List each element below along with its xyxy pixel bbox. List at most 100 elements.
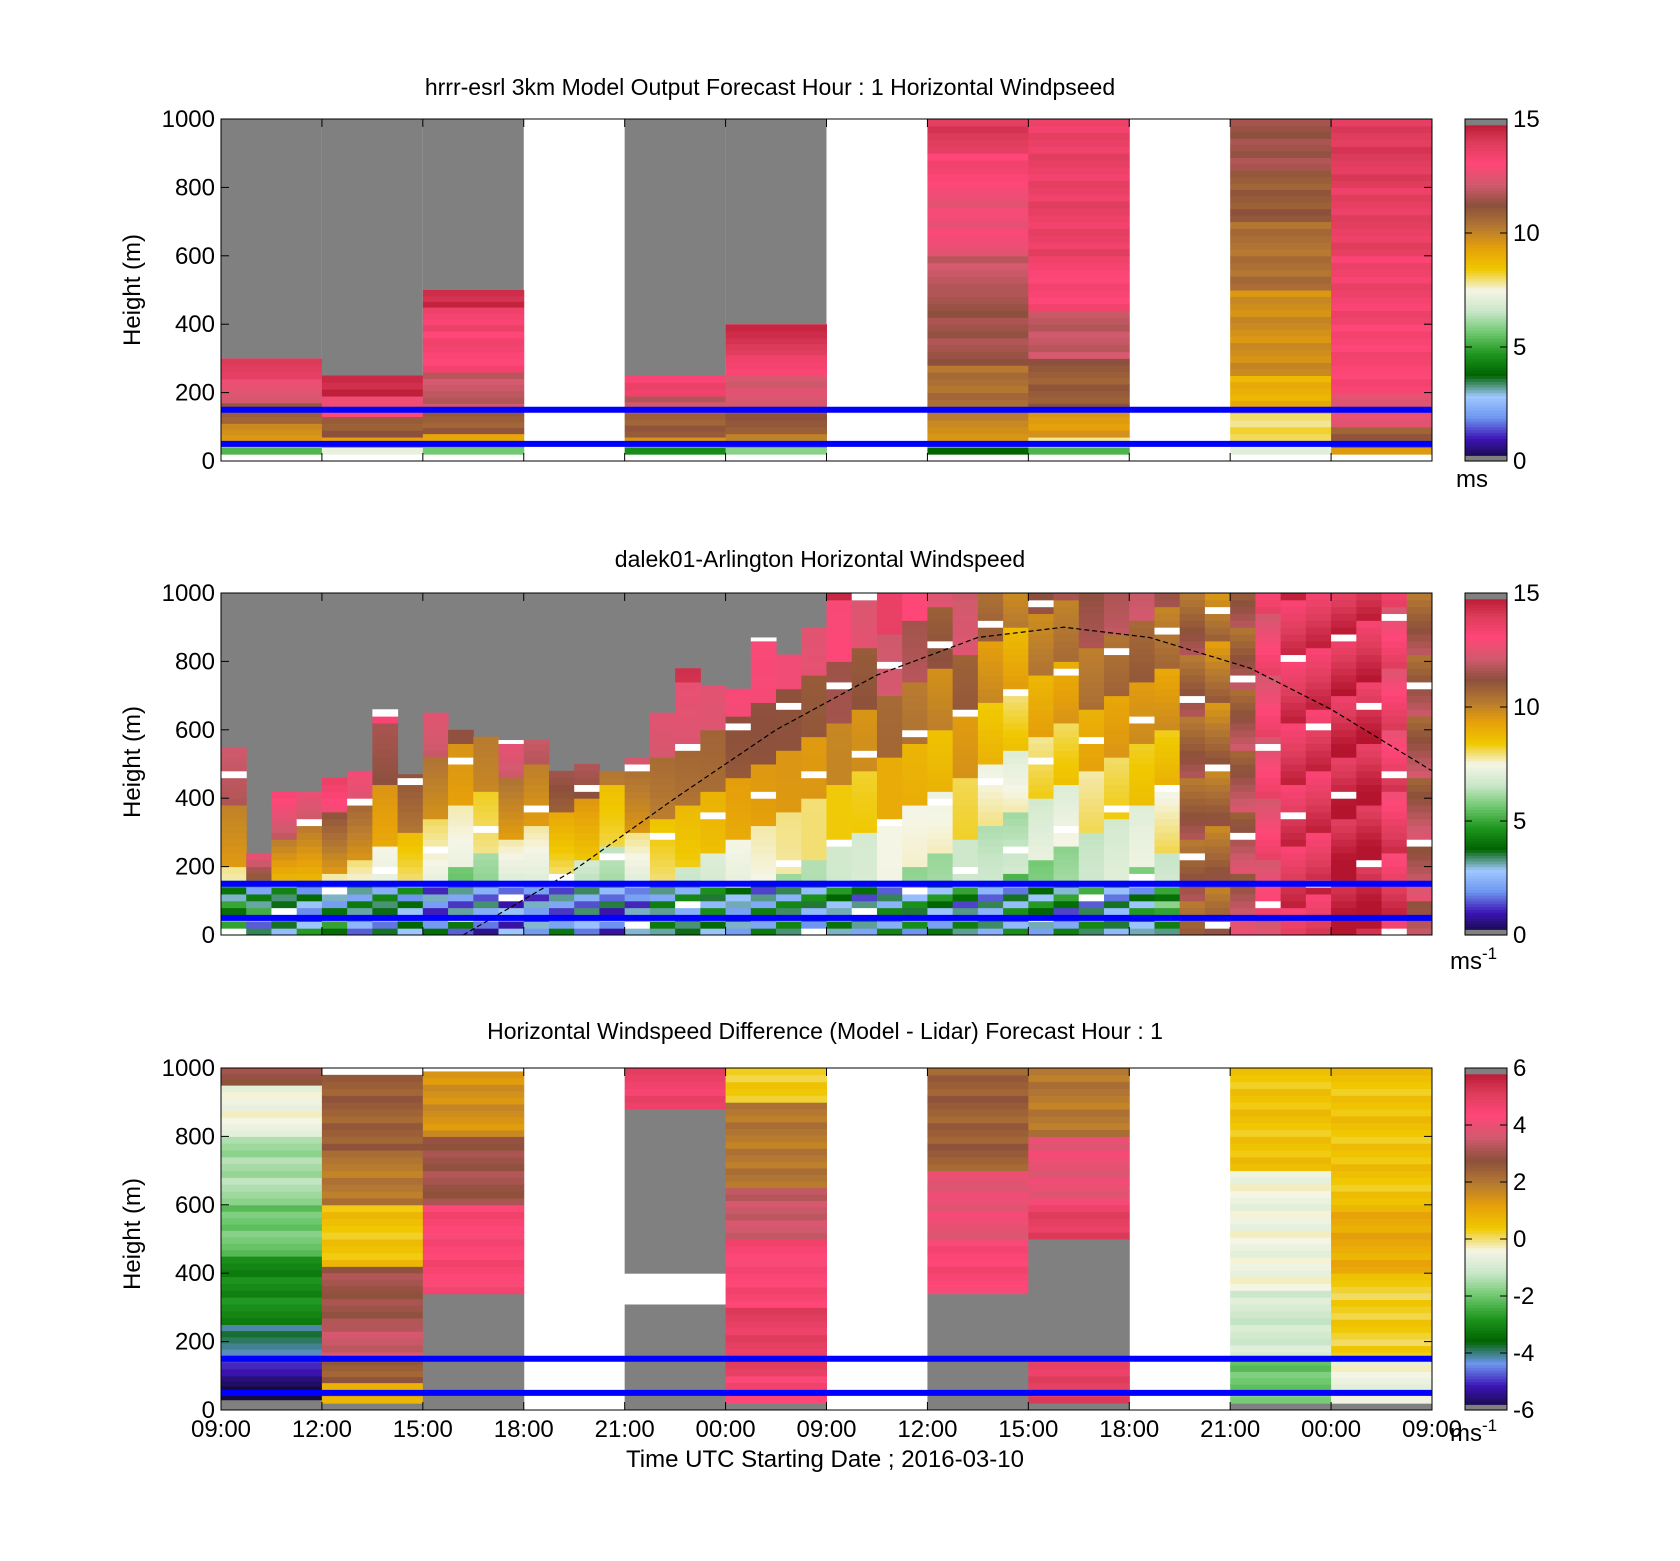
heatmap-cell [750, 770, 777, 779]
heatmap-cell [1179, 805, 1206, 813]
heatmap-cell [1204, 825, 1231, 833]
heatmap-cell [221, 1243, 323, 1251]
heatmap-cell [1381, 709, 1408, 717]
heatmap-cell [1053, 647, 1080, 656]
heatmap-cell [1104, 791, 1130, 799]
heatmap-cell [725, 375, 827, 383]
heatmap-cell [624, 1088, 727, 1096]
heatmap-cell [952, 716, 979, 724]
heatmap-cell [1331, 675, 1357, 683]
heatmap-cell [1381, 873, 1408, 881]
heatmap-cell [1280, 599, 1307, 608]
heatmap-cell [221, 750, 247, 758]
heatmap-cell [725, 846, 752, 854]
heatmap-cell [750, 647, 777, 656]
heatmap-cell [1154, 736, 1181, 744]
heatmap-cell [321, 375, 424, 383]
heatmap-cell [1078, 593, 1105, 601]
heatmap-cell [1154, 702, 1181, 710]
heatmap-cell [851, 825, 878, 833]
colorbar-cell [1465, 744, 1507, 748]
heatmap-cell [927, 811, 954, 820]
heatmap-cell [1280, 921, 1307, 929]
colorbar-cell [1465, 652, 1507, 657]
heatmap-cell [1255, 893, 1282, 902]
heatmap-cell [1028, 1102, 1130, 1110]
heatmap-cell [826, 709, 853, 717]
heatmap-cell [347, 859, 373, 868]
heatmap-cell [1028, 290, 1130, 298]
heatmap-cell [725, 400, 827, 407]
heatmap-cell [1129, 798, 1155, 806]
heatmap-cell [927, 1088, 1029, 1096]
heatmap-cell [1230, 1250, 1332, 1258]
heatmap-cell [876, 654, 903, 662]
heatmap-cell [422, 1177, 525, 1185]
heatmap-cell [321, 1239, 424, 1247]
heatmap-cell [624, 1074, 727, 1083]
heatmap-cell [397, 798, 424, 806]
heatmap-cell [1230, 1109, 1332, 1117]
heatmap-cell [1154, 668, 1181, 676]
heatmap-cell [750, 859, 777, 868]
heatmap-cell [826, 722, 853, 731]
colorbar-cell [1465, 1107, 1507, 1112]
heatmap-cell [221, 1136, 323, 1144]
colorbar-cell [1465, 860, 1507, 865]
heatmap-cell [321, 1095, 424, 1103]
colorbar-cell [1465, 412, 1507, 416]
heatmap-cell [851, 811, 878, 820]
heatmap-cell [1104, 846, 1130, 854]
heatmap-cell [1154, 770, 1181, 779]
heatmap-cell [801, 722, 827, 731]
heatmap-cell [977, 668, 1004, 676]
heatmap-cell [1331, 1136, 1433, 1144]
heatmap-cell [321, 1358, 424, 1366]
heatmap-cell [1154, 709, 1181, 717]
heatmap-cell [1129, 599, 1155, 608]
heatmap-cell [1406, 709, 1433, 717]
heatmap-cell [851, 873, 878, 881]
panel-model-colorbar-unit: ms [1456, 466, 1488, 493]
colorbar-cell [1465, 647, 1507, 651]
heatmap-cell [851, 716, 878, 724]
heatmap-cell [1406, 695, 1433, 703]
heatmap-cell [902, 893, 928, 902]
heatmap-cell [952, 688, 979, 697]
heatmap-cell [1129, 654, 1155, 662]
heatmap-cell [826, 770, 853, 779]
colorbar-cell [1465, 758, 1507, 762]
heatmap-cell [1003, 921, 1029, 929]
heatmap-cell [1305, 852, 1332, 861]
heatmap-cell [321, 1074, 424, 1083]
heatmap-cell [927, 839, 954, 847]
heatmap-cell [221, 409, 323, 418]
heatmap-cell [876, 702, 903, 710]
heatmap-cell [826, 627, 853, 635]
heatmap-cell [1305, 627, 1332, 635]
heatmap-cell [473, 859, 500, 868]
heatmap-cell [221, 1269, 323, 1278]
heatmap-cell [321, 1122, 424, 1131]
heatmap-cell [952, 695, 979, 703]
heatmap-cell [1381, 770, 1408, 779]
heatmap-cell [902, 647, 928, 656]
colorbar-cell [1465, 755, 1507, 759]
heatmap-cell [321, 1351, 424, 1360]
heatmap-cell [927, 702, 954, 710]
colorbar-cell [1465, 618, 1507, 623]
colorbar-cell [1465, 329, 1507, 334]
heatmap-cell [977, 764, 1004, 772]
colorbar-cell [1465, 840, 1507, 845]
heatmap-cell [397, 811, 424, 820]
heatmap-cell [1331, 1306, 1433, 1314]
heatmap-cell [1053, 893, 1080, 902]
heatmap-cell [523, 846, 550, 854]
heatmap-cell [1129, 825, 1155, 833]
heatmap-cell [826, 798, 853, 806]
heatmap-cell [1331, 859, 1357, 868]
heatmap-cell [1154, 839, 1181, 847]
heatmap-cell [1129, 818, 1155, 827]
heatmap-cell [1305, 907, 1332, 915]
heatmap-cell [725, 1226, 827, 1234]
